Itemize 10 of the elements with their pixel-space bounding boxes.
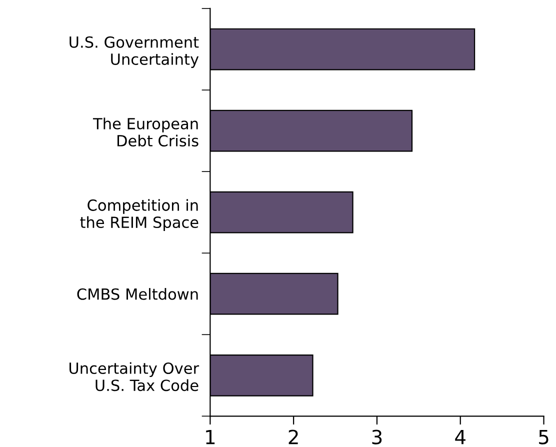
x-tick-label: 4	[455, 430, 466, 444]
x-tick-label: 2	[288, 430, 298, 444]
y-tick-label: CMBS Meltdown	[77, 288, 198, 300]
x-tick-label: 3	[372, 430, 382, 444]
x-tick-label: 5	[539, 430, 548, 444]
y-tick-label: U.S. Government Uncertainty	[70, 36, 199, 68]
y-tick-label: Competition in the REIM Space	[80, 199, 198, 232]
y-tick-label: The European Debt Crisis	[92, 118, 198, 147]
x-tick-label: 1	[206, 430, 215, 444]
y-tick-label: Uncertainty Over U.S. Tax Code	[70, 362, 200, 392]
